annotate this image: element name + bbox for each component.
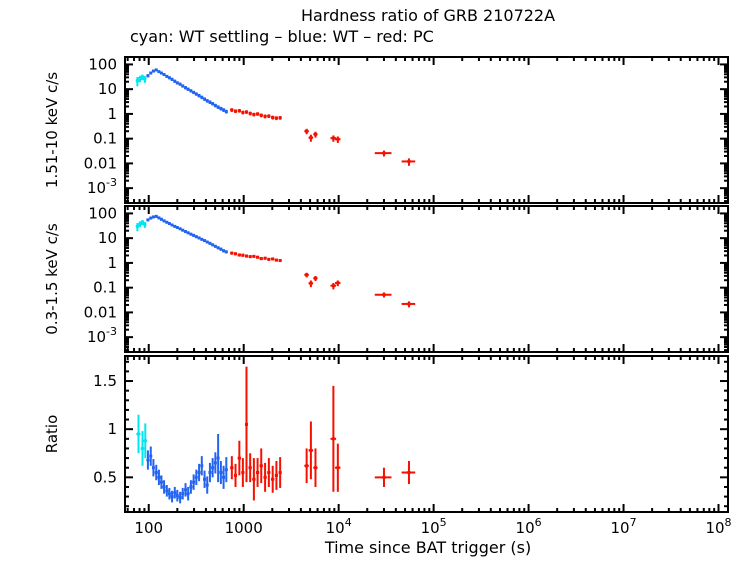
series-wt-soft: [146, 214, 228, 254]
y-tick-label: 0.5: [93, 468, 117, 486]
panel-border: [124, 56, 729, 204]
series-pc-soft: [230, 251, 416, 308]
x-tick-label: 1000: [225, 519, 263, 537]
y-tick-label: 100: [88, 55, 117, 73]
series-wt-ratio: [146, 434, 228, 504]
series-wt-hard: [146, 68, 228, 114]
y-tick-label: 1: [107, 420, 117, 438]
x-tick-label: 106: [516, 516, 542, 537]
y-tick-label: 1: [107, 105, 117, 123]
x-tick-label: 105: [421, 516, 447, 537]
y-tick-label: 1.5: [93, 372, 117, 390]
chart-legend-subtitle: cyan: WT settling – blue: WT – red: PC: [130, 27, 434, 46]
series-pc-hard: [230, 108, 416, 166]
series-wt-settling-ratio: [136, 414, 148, 466]
x-tick-label: 108: [705, 516, 731, 537]
x-tick-label: 104: [326, 516, 352, 537]
x-tick-label: 100: [134, 519, 163, 537]
y-tick-label: 10-3: [87, 176, 117, 197]
panel-border: [124, 205, 729, 353]
y-tick-label: 100: [88, 204, 117, 222]
y-tick-label: 0.01: [84, 154, 117, 172]
y-tick-label: 1: [107, 254, 117, 272]
y-tick-label: 0.01: [84, 303, 117, 321]
series-pc-ratio: [230, 366, 416, 501]
panel-hard-band: 100 10 1 0.1 0.01 10-3: [84, 55, 729, 204]
panel-soft-band: 100 10 1 0.1 0.01 10-3: [84, 204, 729, 353]
chart-title: Hardness ratio of GRB 210722A: [300, 6, 556, 25]
y-tick-label: 0.1: [93, 279, 117, 297]
series-wt-settling-soft: [135, 220, 147, 232]
panel-ratio: 1.5 1 0.5 100 1000 104 105 106 107 108: [93, 355, 732, 537]
series-wt-settling-hard: [135, 74, 147, 87]
x-tick-label: 107: [610, 516, 636, 537]
y-tick-label: 0.1: [93, 130, 117, 148]
x-axis-label: Time since BAT trigger (s): [324, 538, 532, 557]
y-tick-label: 10: [98, 80, 117, 98]
y-tick-label: 10: [98, 229, 117, 247]
y-tick-label: 10-3: [87, 325, 117, 346]
panel-border: [124, 355, 729, 513]
